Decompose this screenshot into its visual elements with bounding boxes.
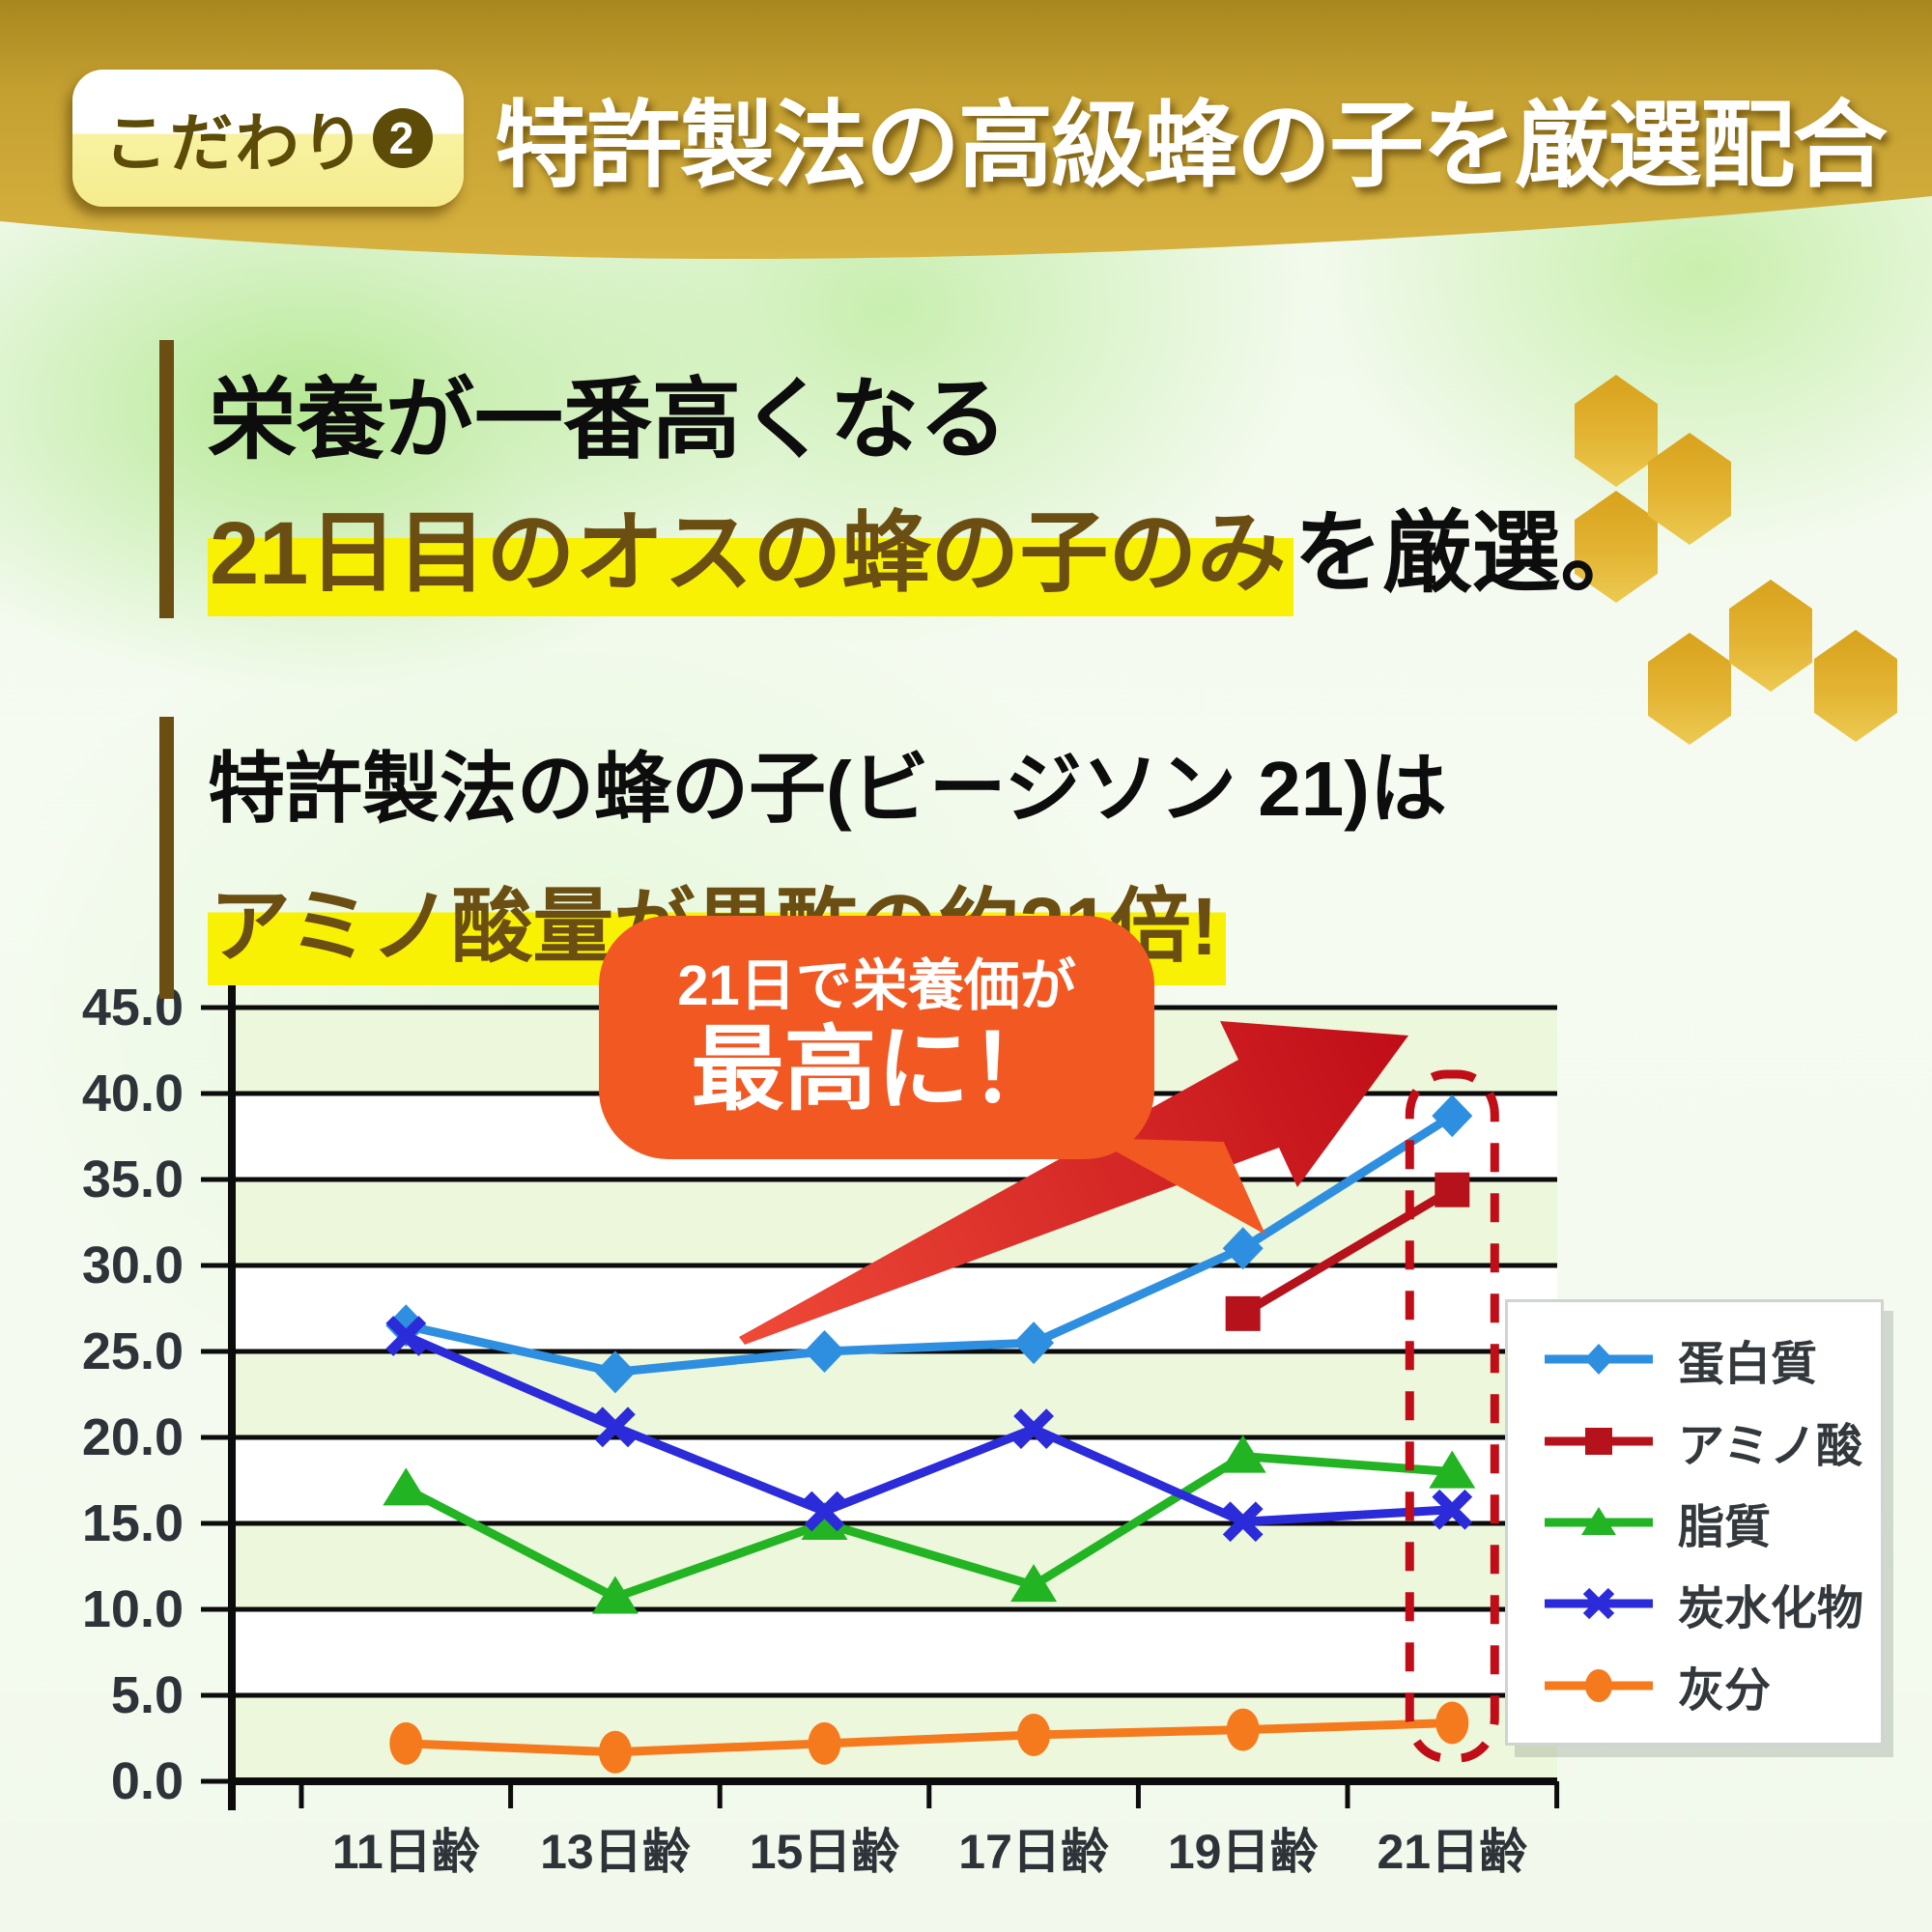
legend-label: 脂質 [1678,1501,1772,1553]
accent-bar [159,717,174,999]
honeycomb-hexagon-icon [1648,633,1731,745]
x-marker-icon [1545,1588,1653,1620]
svg-text:11日齢: 11日齢 [332,1825,480,1879]
statement-2-line-1: 特許製法の蜂の子(ビージソン 21)は [208,746,1447,832]
legend-item-灰分: 灰分 [1541,1652,1881,1719]
legend-item-アミノ酸: アミノ酸 [1541,1407,1881,1475]
badge-label: こだわり [103,107,367,179]
series-炭水化物 [385,1316,1473,1543]
accent-bar [159,340,174,618]
badge-kodawari: こだわり 2 [72,70,464,207]
honeycomb-hexagon-icon [1729,580,1812,692]
triangle-marker-icon [1545,1506,1653,1535]
callout-line-2: 最高に！ [691,1017,1063,1122]
svg-text:20.0: 20.0 [82,1408,184,1466]
honeycomb-hexagon-icon [1814,630,1897,742]
legend-item-脂質: 脂質 [1541,1489,1881,1556]
statement-1-line-2: 21日目のオスの蜂の子のみを厳選。 [208,481,1650,616]
statement-1-line-1: 栄養が一番高くなる [208,371,1009,469]
series-アミノ酸 [1225,1172,1470,1331]
svg-text:15.0: 15.0 [82,1494,184,1552]
svg-text:25.0: 25.0 [82,1322,184,1380]
callout-line-1: 21日で栄養価が [677,953,1076,1017]
header-band [0,0,1932,260]
page-title: 特許製法の高級蜂の子を厳選配合 [495,92,1888,198]
chart-legend: 蛋白質アミノ酸脂質炭水化物灰分 [1505,1299,1884,1746]
legend-label: 炭水化物 [1678,1583,1864,1635]
highlight-dashed-box [1405,1069,1499,1763]
nutrition-line-chart: 0.05.010.015.020.025.030.035.040.045.011… [82,971,1560,1879]
svg-text:13日齢: 13日齢 [540,1825,691,1879]
svg-text:40.0: 40.0 [82,1065,184,1122]
svg-text:5.0: 5.0 [111,1666,184,1724]
legend-label: 灰分 [1678,1664,1772,1717]
circle-marker-icon [1545,1668,1653,1702]
honeycomb-hexagon-icon [1575,375,1658,487]
badge-number-icon: 2 [372,108,433,168]
legend-item-蛋白質: 蛋白質 [1541,1325,1881,1393]
svg-text:35.0: 35.0 [82,1151,184,1208]
series-蛋白質 [385,1094,1473,1394]
square-marker-icon [1545,1427,1653,1455]
svg-text:0.0: 0.0 [111,1752,184,1810]
honeycomb-hexagon-icon [1648,433,1731,545]
legend-label: アミノ酸 [1678,1420,1863,1472]
plain-text: を厳選。 [1293,504,1650,603]
speech-bubble: 21日で栄養価が 最高に！ [599,916,1154,1159]
legend-label: 蛋白質 [1678,1339,1818,1391]
svg-text:10.0: 10.0 [82,1580,184,1638]
svg-text:15日齢: 15日齢 [750,1825,900,1879]
svg-text:21日齢: 21日齢 [1377,1825,1527,1879]
svg-text:30.0: 30.0 [82,1236,184,1294]
highlighted-text: 21日目のオスの蜂の子のみ [208,504,1294,616]
diamond-marker-icon [1545,1344,1653,1376]
series-脂質 [383,1435,1476,1614]
svg-text:17日齢: 17日齢 [958,1825,1109,1879]
svg-text:19日齢: 19日齢 [1168,1825,1319,1879]
trend-arrow-icon [739,1021,1408,1345]
series-灰分 [389,1701,1469,1774]
legend-item-炭水化物: 炭水化物 [1541,1570,1881,1637]
